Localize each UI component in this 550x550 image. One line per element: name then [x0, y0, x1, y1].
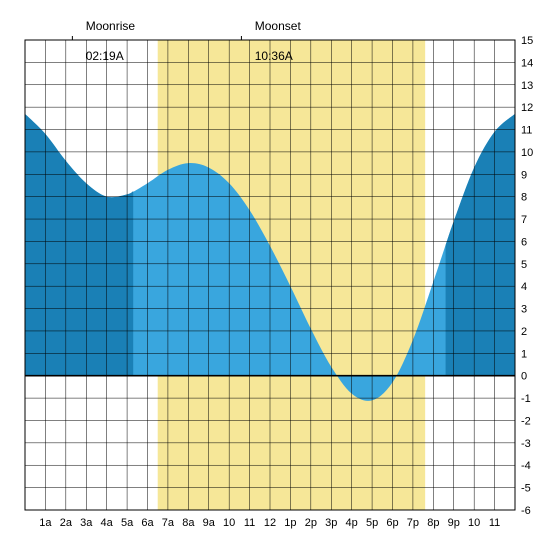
- x-tick-label: 1p: [284, 517, 296, 529]
- moonset-title: Moonset: [255, 19, 301, 33]
- x-tick-label: 10: [223, 517, 235, 529]
- x-tick-label: 5a: [121, 517, 134, 529]
- x-tick-label: 7a: [162, 517, 175, 529]
- moonrise-label: Moonrise 02:19A: [72, 4, 135, 79]
- y-tick-label: 11: [521, 125, 532, 137]
- moonset-time: 10:36A: [255, 49, 293, 63]
- y-tick-label: 7: [521, 214, 527, 226]
- y-tick-label: -6: [521, 505, 531, 517]
- y-tick-label: 13: [521, 80, 533, 92]
- y-tick-label: 3: [521, 304, 527, 316]
- x-tick-label: 1a: [39, 517, 52, 529]
- x-tick-label: 4p: [346, 517, 358, 529]
- y-tick-label: 10: [521, 147, 533, 159]
- y-tick-label: 1: [521, 348, 527, 360]
- chart-svg: 1a2a3a4a5a6a7a8a9a1011121p2p3p4p5p6p7p8p…: [0, 0, 550, 550]
- y-tick-label: -1: [521, 393, 531, 405]
- y-tick-label: 5: [521, 259, 527, 271]
- moonrise-title: Moonrise: [86, 19, 135, 33]
- x-tick-label: 8p: [427, 517, 439, 529]
- y-tick-label: -5: [521, 483, 531, 495]
- moonrise-time: 02:19A: [86, 49, 124, 63]
- y-tick-label: 0: [521, 371, 527, 383]
- x-tick-label: 2p: [305, 517, 317, 529]
- y-tick-label: -4: [521, 460, 531, 472]
- x-tick-label: 12: [264, 517, 276, 529]
- x-tick-label: 11: [244, 517, 255, 529]
- x-tick-label: 6p: [386, 517, 398, 529]
- x-tick-label: 11: [489, 517, 500, 529]
- y-tick-label: -2: [521, 415, 531, 427]
- x-tick-label: 6a: [141, 517, 154, 529]
- y-tick-label: 14: [521, 57, 533, 69]
- y-tick-label: 4: [521, 281, 527, 293]
- y-tick-label: 6: [521, 236, 527, 248]
- y-tick-label: 2: [521, 326, 527, 338]
- x-tick-label: 5p: [366, 517, 378, 529]
- x-tick-label: 7p: [407, 517, 419, 529]
- y-tick-label: 9: [521, 169, 527, 181]
- y-tick-label: 8: [521, 192, 527, 204]
- x-tick-label: 4a: [101, 517, 114, 529]
- x-tick-label: 3p: [325, 517, 337, 529]
- y-tick-label: 15: [521, 35, 533, 47]
- tide-chart: 1a2a3a4a5a6a7a8a9a1011121p2p3p4p5p6p7p8p…: [0, 0, 550, 550]
- x-tick-label: 9a: [203, 517, 216, 529]
- x-tick-label: 9p: [448, 517, 460, 529]
- x-tick-label: 2a: [60, 517, 73, 529]
- x-tick-label: 10: [468, 517, 480, 529]
- y-tick-label: 12: [521, 102, 533, 114]
- x-tick-label: 8a: [182, 517, 195, 529]
- x-tick-label: 3a: [80, 517, 93, 529]
- y-tick-label: -3: [521, 438, 531, 450]
- moonset-label: Moonset 10:36A: [241, 4, 300, 79]
